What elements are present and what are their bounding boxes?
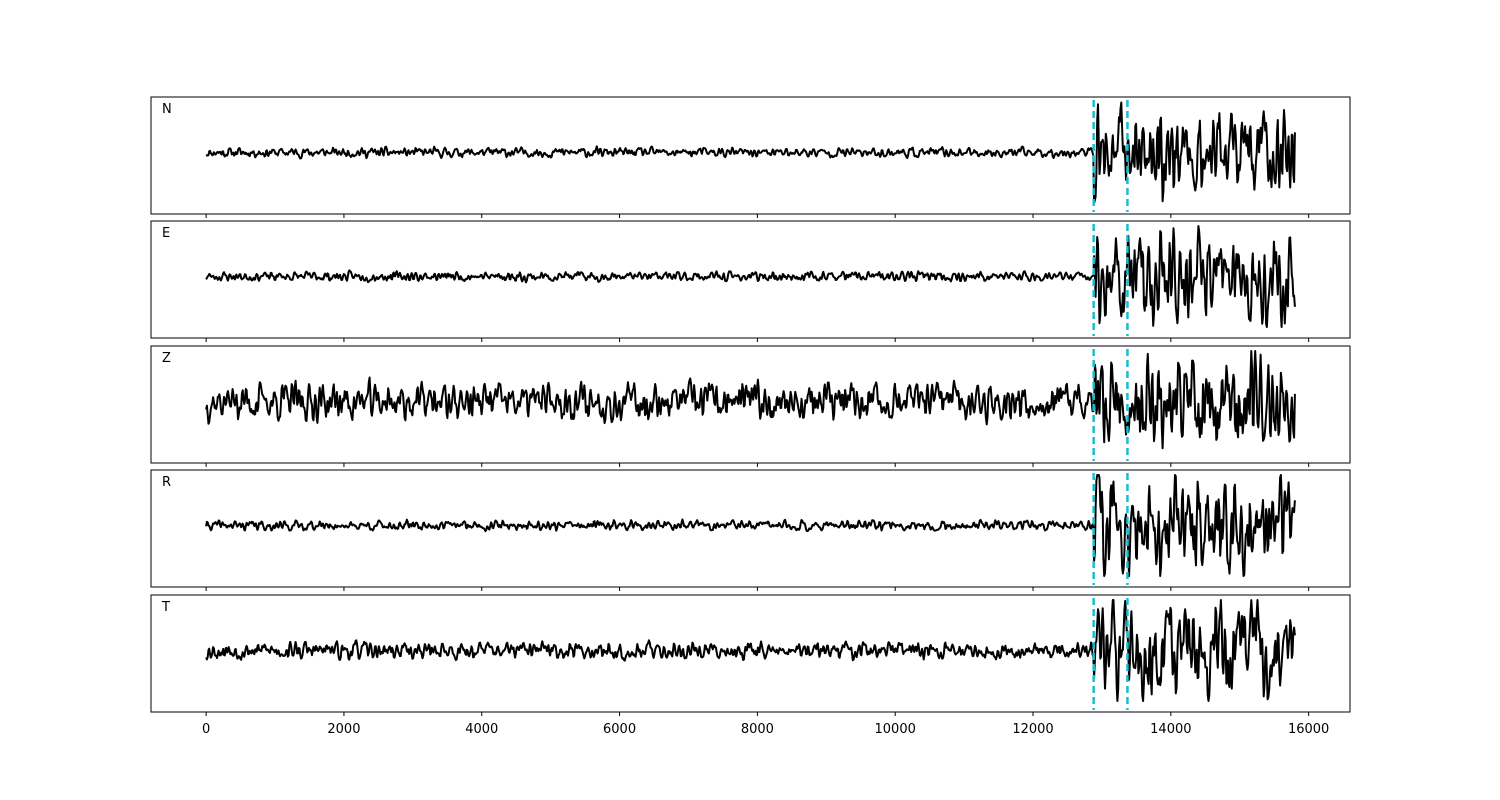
panel-label: E (162, 226, 170, 241)
panel-label: T (161, 600, 170, 615)
panel-frame (150, 96, 1351, 215)
panel-r: R (150, 469, 1351, 591)
panel-n: N (150, 96, 1351, 218)
waveform-trace (205, 474, 1296, 577)
panel-label: R (162, 475, 171, 490)
x-tick-label: 8000 (741, 722, 774, 737)
panel-z: Z (150, 345, 1351, 467)
x-tick-label: 0 (202, 722, 210, 737)
x-tick-label: 16000 (1288, 722, 1329, 737)
x-tick-label: 10000 (875, 722, 916, 737)
panel-frame (150, 594, 1351, 713)
panel-frame (150, 469, 1351, 588)
panel-frame (150, 220, 1351, 339)
panel-label: N (162, 102, 172, 117)
panel-frame (150, 345, 1351, 464)
x-tick-label: 12000 (1012, 722, 1053, 737)
panel-label: Z (162, 351, 171, 366)
panels-group: N E Z R T (150, 96, 1351, 716)
x-axis: 0 2000 4000 6000 8000 10000 12000 14000 16000 (202, 722, 1329, 737)
panel-e: E (150, 220, 1351, 342)
waveform-trace (205, 225, 1296, 328)
x-tick-label: 4000 (465, 722, 498, 737)
waveform-trace (205, 101, 1296, 204)
waveform-trace (205, 599, 1296, 702)
x-tick-label: 14000 (1150, 722, 1191, 737)
x-tick-label: 2000 (327, 722, 360, 737)
waveform-trace (205, 350, 1296, 450)
panel-t: T (150, 594, 1351, 716)
x-tick-label: 6000 (603, 722, 636, 737)
